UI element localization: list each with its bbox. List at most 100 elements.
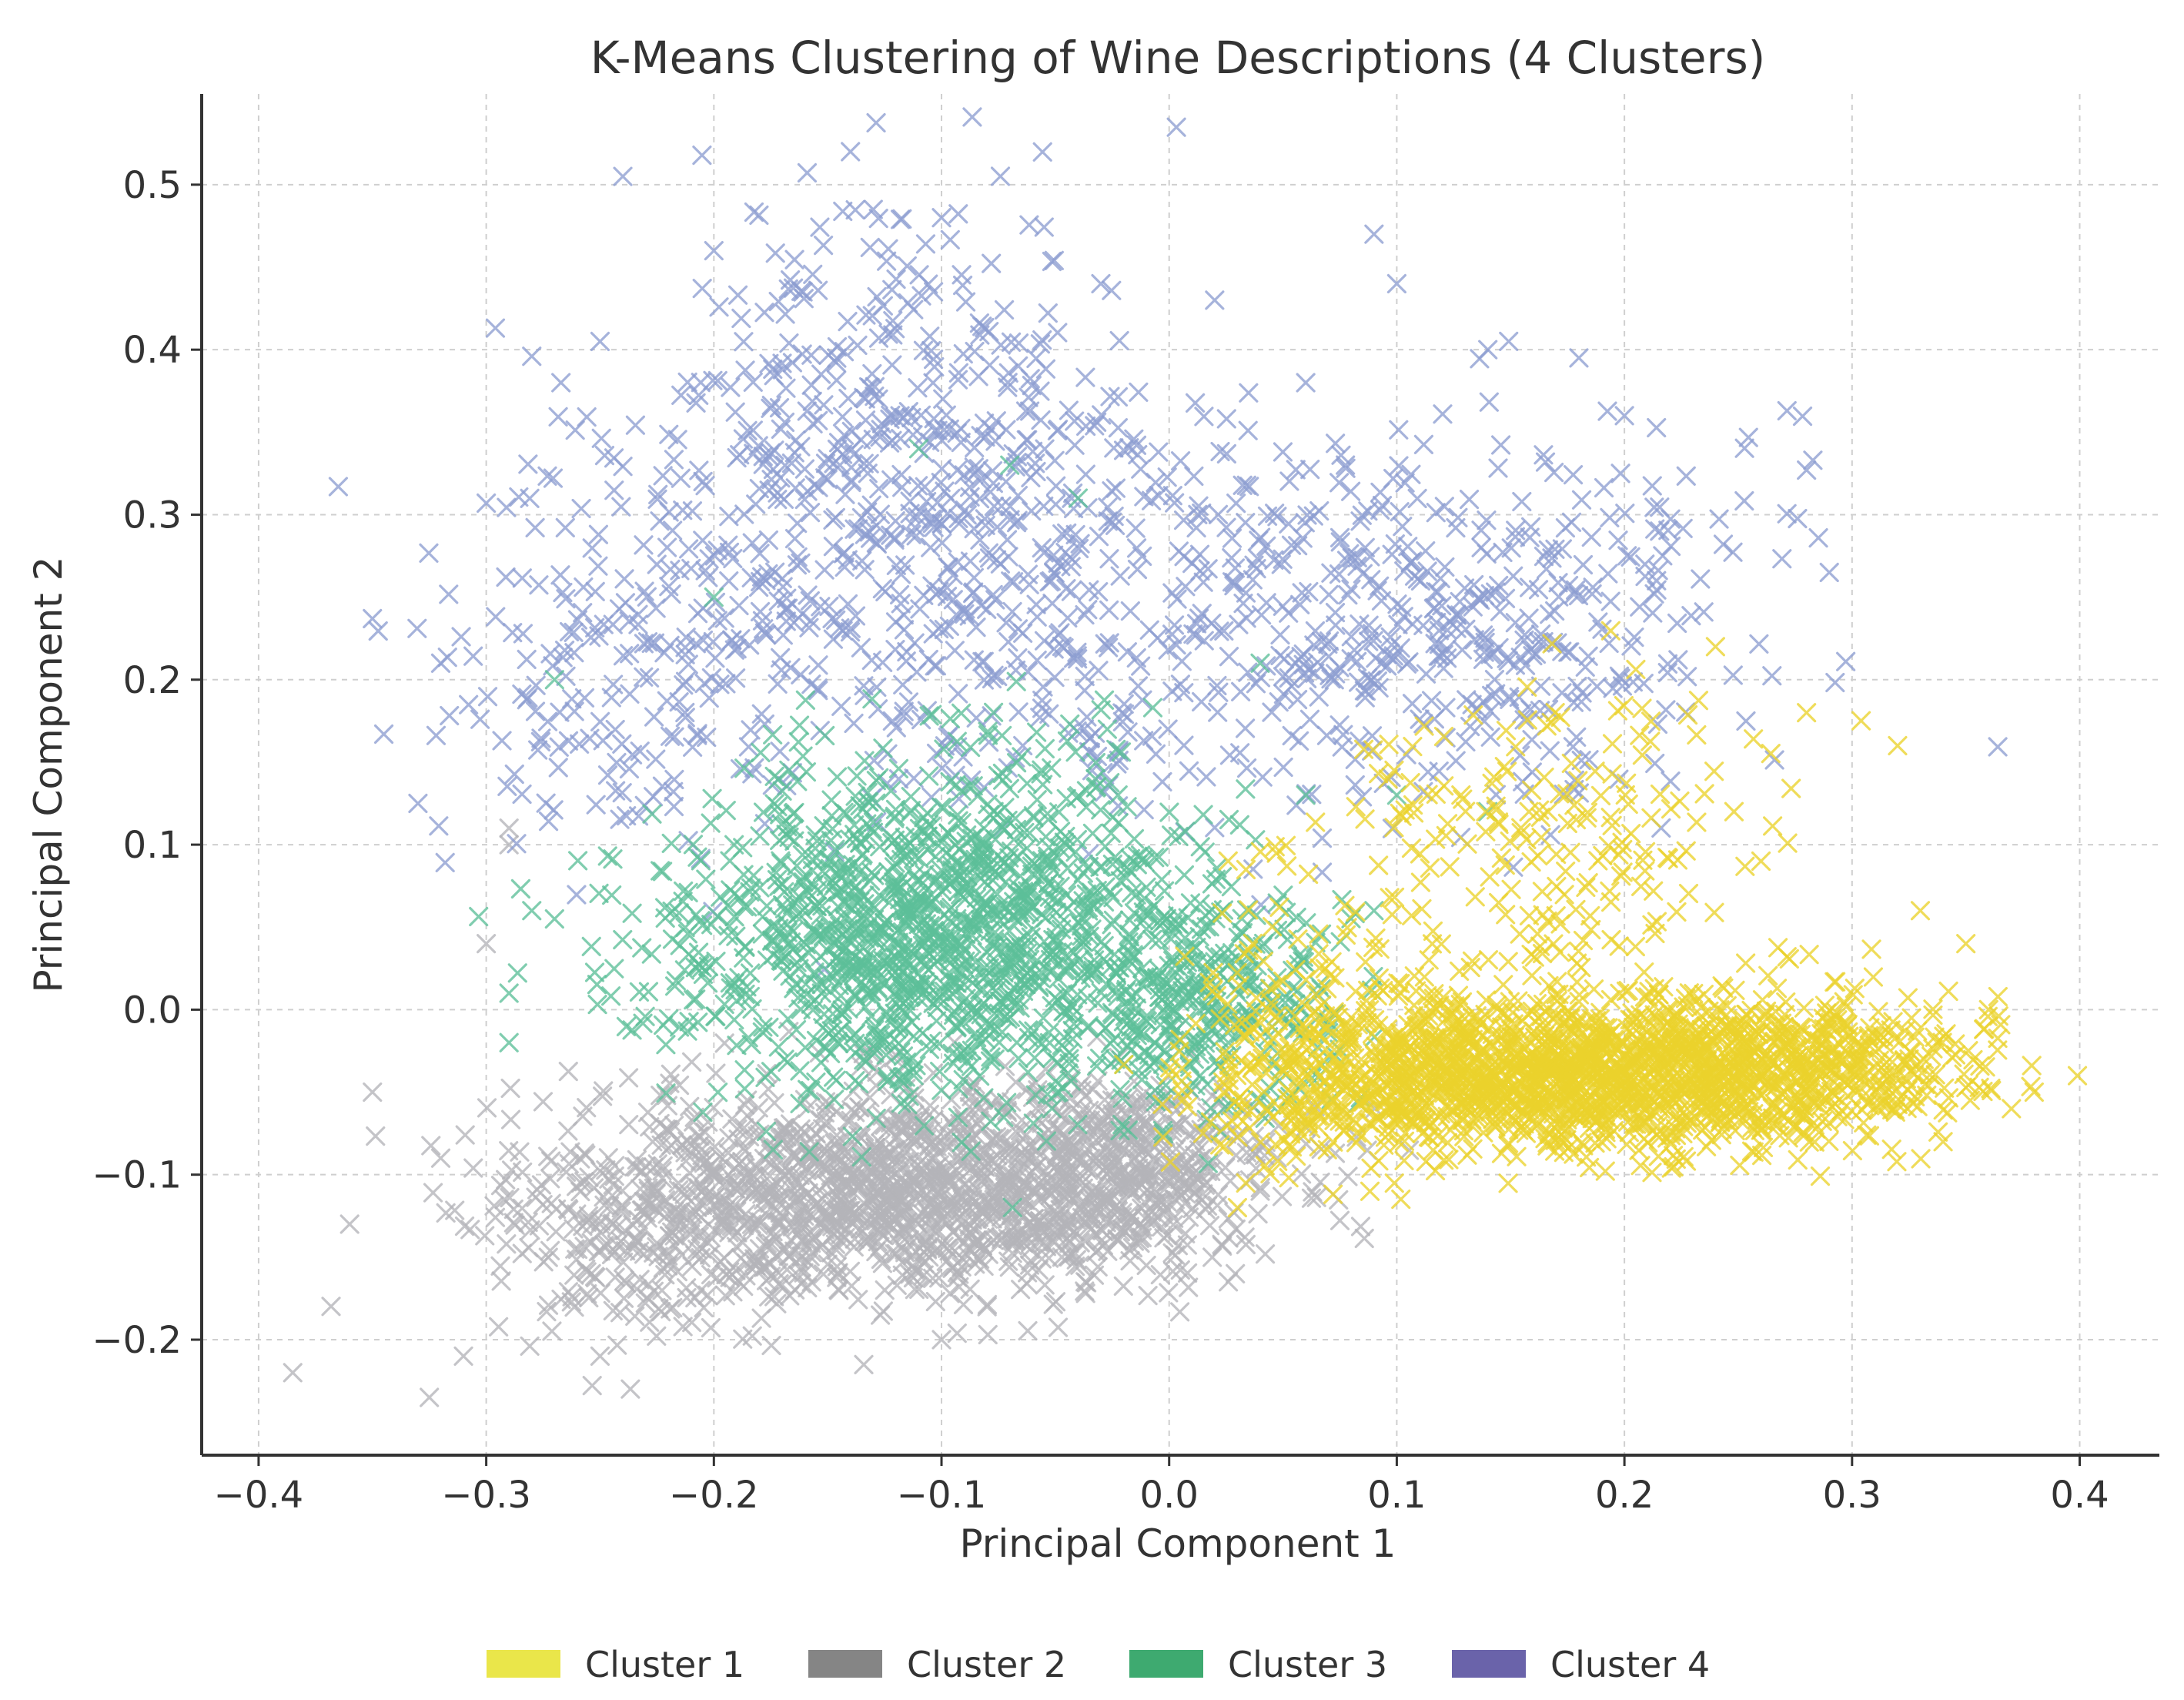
cluster-4-point	[1239, 383, 1259, 403]
cluster-3-point	[1073, 863, 1093, 883]
cluster-4-point	[1126, 538, 1147, 558]
cluster-4-point	[1042, 251, 1062, 272]
cluster-2-point	[1236, 1234, 1256, 1255]
cluster-4-point	[894, 604, 914, 625]
cluster-2-point	[1170, 1302, 1190, 1322]
cluster-4-point	[644, 707, 664, 727]
cluster-2-point	[735, 1141, 755, 1161]
cluster-4-point	[531, 728, 551, 748]
cluster-4-point	[1347, 651, 1367, 671]
cluster-3-point	[1006, 671, 1026, 691]
cluster-4-point	[953, 344, 973, 364]
cluster-2-point	[1329, 1210, 1350, 1230]
cluster-2-point	[1250, 1177, 1270, 1198]
cluster-4-point	[741, 720, 761, 740]
cluster-2-point	[499, 818, 519, 838]
cluster-4-point	[1505, 655, 1526, 675]
cluster-4-point	[725, 402, 745, 422]
cluster-4-point	[1049, 420, 1069, 440]
cluster-2-point	[321, 1297, 341, 1317]
cluster-4-point	[512, 568, 532, 588]
cluster-4-point	[1262, 702, 1282, 722]
cluster-4-point	[1540, 604, 1560, 624]
cluster-2-point	[537, 1301, 557, 1322]
cluster-3-point	[753, 802, 774, 822]
cluster-4-point	[810, 217, 830, 237]
cluster-2-point	[925, 1291, 945, 1312]
cluster-4-point	[667, 430, 687, 450]
cluster-4-point	[1008, 356, 1028, 376]
cluster-2-point	[781, 1230, 801, 1250]
cluster-2-point	[1350, 1216, 1371, 1237]
cluster-2-point	[978, 1324, 998, 1345]
cluster-2-point	[558, 1061, 578, 1082]
cluster-4-point	[653, 466, 673, 486]
cluster-4-point	[742, 533, 762, 553]
cluster-4-point	[692, 146, 712, 166]
cluster-2-point	[764, 1093, 784, 1113]
cluster-2-point	[682, 1052, 702, 1072]
cluster-4-point	[1723, 542, 1743, 562]
cluster-4-point	[945, 641, 965, 661]
cluster-4-point	[1505, 613, 1525, 633]
cluster-4-point	[860, 237, 880, 258]
cluster-2-point	[454, 1216, 475, 1237]
cluster-3-point	[587, 975, 607, 995]
cluster-4-point	[863, 199, 883, 219]
cluster-3-point	[522, 901, 542, 921]
cluster-4-point	[893, 674, 913, 694]
cluster-4-point	[770, 741, 790, 761]
cluster-3-point	[499, 1032, 519, 1052]
cluster-4-point	[1075, 367, 1095, 387]
cluster-3-point	[734, 1060, 754, 1080]
cluster-4-point	[1224, 573, 1245, 593]
cluster-2-point	[849, 1097, 869, 1117]
cluster-4-point	[1642, 476, 1662, 496]
cluster-4-point	[663, 520, 683, 540]
cluster-3-point	[716, 801, 736, 821]
cluster-4-point	[1691, 569, 1711, 589]
cluster-4-point	[1519, 608, 1539, 628]
cluster-2-point	[694, 1297, 714, 1318]
cluster-2-point	[992, 1227, 1012, 1248]
cluster-3-point	[632, 938, 652, 958]
cluster-2-point	[726, 1237, 747, 1257]
cluster-3-point	[789, 715, 810, 735]
cluster-4-point	[517, 649, 537, 670]
cluster-4-point	[1236, 718, 1256, 738]
cluster-4-point	[1152, 771, 1172, 791]
cluster-3-point	[659, 1009, 679, 1029]
cluster-4-point	[1326, 615, 1346, 635]
cluster-4-point	[908, 378, 928, 398]
cluster-4-point	[1091, 273, 1111, 294]
cluster-4-point	[1336, 458, 1356, 478]
cluster-2-point	[500, 1109, 521, 1129]
cluster-2-point	[690, 1126, 710, 1146]
cluster-2-point	[618, 1068, 639, 1088]
cluster-2-point	[1248, 1203, 1268, 1224]
cluster-4-point	[1089, 661, 1109, 681]
cluster-2-point	[593, 1086, 613, 1106]
cluster-4-point	[1676, 466, 1696, 486]
cluster-4-point	[558, 731, 579, 751]
cluster-4-point	[1170, 451, 1191, 471]
cluster-4-point	[537, 466, 557, 486]
cluster-4-point	[862, 363, 882, 384]
cluster-2-point	[835, 1176, 856, 1196]
cluster-2-point	[791, 1177, 811, 1197]
cluster-4-point	[567, 885, 587, 905]
cluster-4-point	[1289, 731, 1309, 751]
cluster-4-point	[1098, 497, 1118, 517]
cluster-4-point	[1571, 490, 1592, 510]
cluster-4-point	[997, 530, 1018, 550]
cluster-4-point	[920, 326, 940, 346]
cluster-2-point	[541, 1193, 561, 1213]
cluster-4-point	[1120, 601, 1140, 621]
cluster-4-point	[1174, 735, 1194, 755]
cluster-4-point	[588, 556, 608, 576]
cluster-4-point	[960, 551, 981, 571]
cluster-2-point	[938, 1166, 958, 1186]
cluster-2-point	[594, 1081, 614, 1101]
cluster-3-point	[616, 1016, 637, 1036]
cluster-3-point	[788, 732, 808, 752]
